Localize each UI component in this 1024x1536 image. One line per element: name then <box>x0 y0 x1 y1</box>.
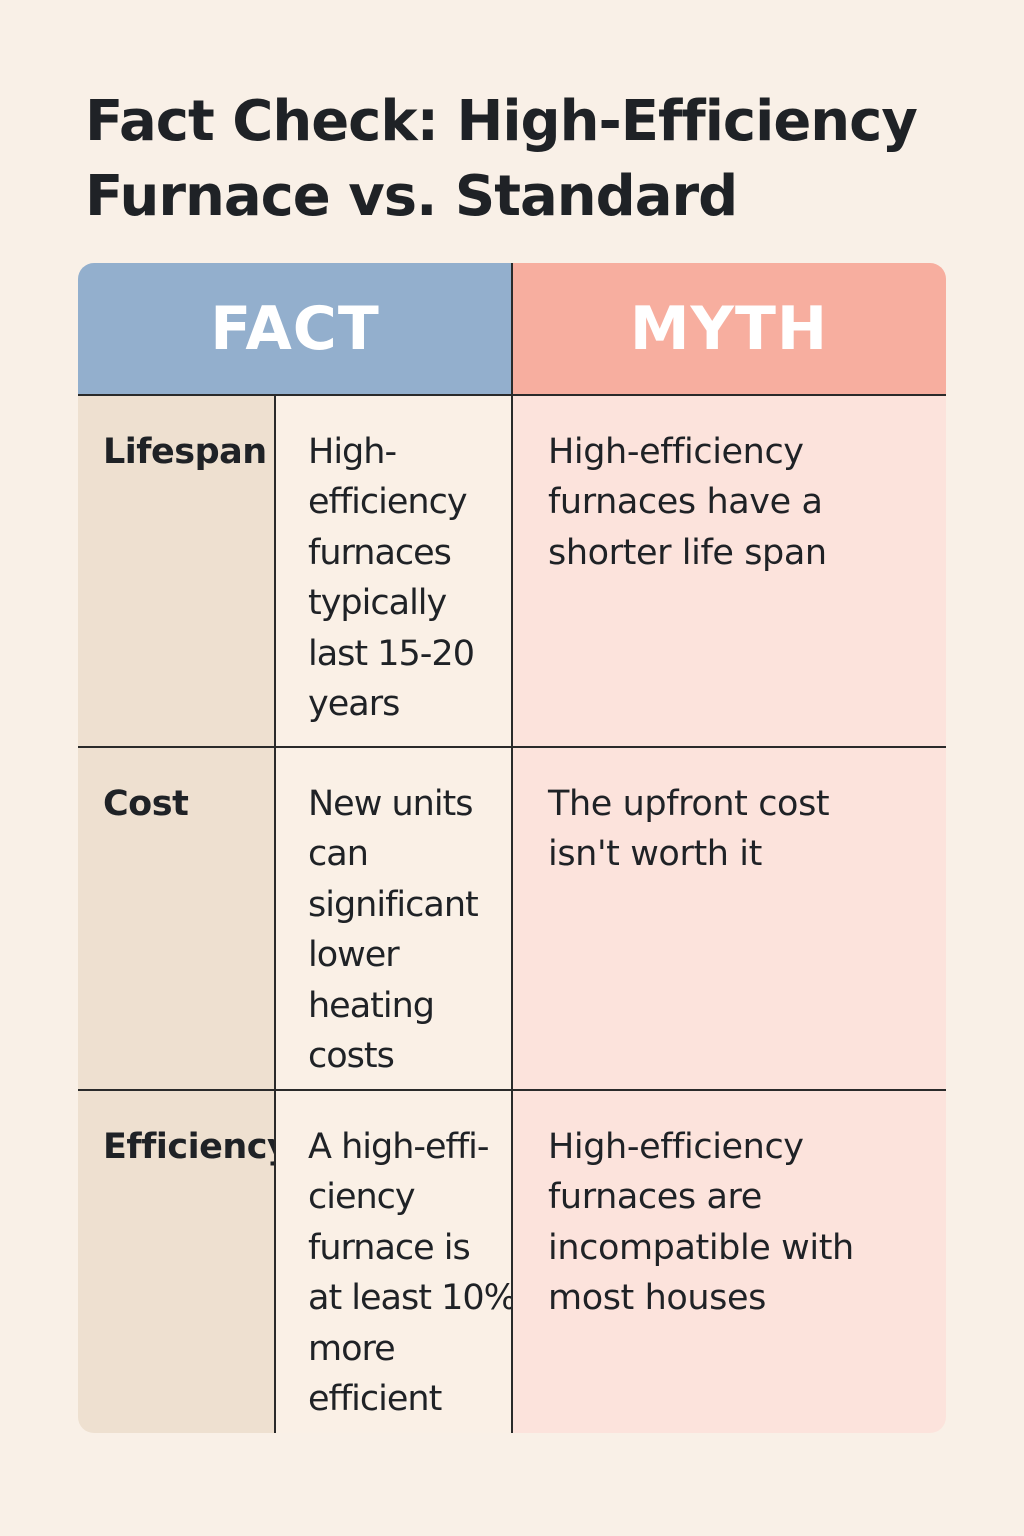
table-row: Cost New units can significant lower hea… <box>78 747 946 1090</box>
myth-cell-lifespan: High-efficiency furnaces have a shorter … <box>512 395 946 747</box>
column-divider <box>274 395 276 1433</box>
myth-column-header: MYTH <box>512 263 946 394</box>
fact-text-line: last 15-20 <box>308 633 475 674</box>
fact-text-line: at least 10% <box>308 1278 517 1319</box>
row-label-lifespan: Lifespan <box>78 395 275 747</box>
fact-text-line: heating <box>308 985 435 1026</box>
fact-myth-table: FACT MYTH Lifespan High- efficiency furn… <box>78 263 946 1433</box>
fact-text-line: furnaces <box>308 532 452 573</box>
page-title: Fact Check: High-Efficiency Furnace vs. … <box>85 84 985 234</box>
fact-text-line: High- <box>308 432 397 472</box>
myth-cell-cost: The upfront cost isn't worth it <box>512 747 946 1090</box>
fact-cell-cost: New units can significant lower heating … <box>275 747 512 1090</box>
myth-text-line: incompatible with <box>548 1227 854 1268</box>
table-row: Efficiency A high-effi- ciency furnace i… <box>78 1090 946 1433</box>
title-line-1: Fact Check: High-Efficiency <box>85 89 918 154</box>
fact-text-line: A high-effi- <box>308 1127 490 1167</box>
fact-text-line: can <box>308 834 369 875</box>
myth-text-line: The upfront cost <box>548 784 830 824</box>
fact-column-header: FACT <box>78 263 512 394</box>
myth-text-line: High-efficiency <box>548 1127 804 1167</box>
myth-text-line: furnaces have a <box>548 482 823 523</box>
row-label-efficiency: Efficiency <box>78 1090 290 1433</box>
myth-text-line: isn't worth it <box>548 834 762 875</box>
table-row: Lifespan High- efficiency furnaces typic… <box>78 395 946 747</box>
myth-text-line: most houses <box>548 1278 766 1319</box>
fact-text-line: costs <box>308 1036 395 1077</box>
fact-cell-lifespan: High- efficiency furnaces typically last… <box>275 395 512 747</box>
title-line-2: Furnace vs. Standard <box>85 164 738 229</box>
fact-text-line: efficient <box>308 1379 442 1420</box>
fact-text-line: years <box>308 684 400 725</box>
fact-text-line: furnace is <box>308 1227 471 1268</box>
fact-text-line: more <box>308 1328 396 1369</box>
fact-text-line: ciency <box>308 1177 416 1218</box>
fact-text-line: lower <box>308 935 400 976</box>
fact-text-line: New units <box>308 784 474 824</box>
myth-cell-efficiency: High-efficiency furnaces are incompatibl… <box>512 1090 946 1433</box>
row-label-cost: Cost <box>78 747 275 1090</box>
myth-text-line: furnaces are <box>548 1177 762 1218</box>
myth-text-line: shorter life span <box>548 532 827 573</box>
fact-text-line: efficiency <box>308 482 468 523</box>
fact-text-line: typically <box>308 583 447 624</box>
myth-text-line: High-efficiency <box>548 432 804 472</box>
column-divider <box>511 263 513 1433</box>
fact-cell-efficiency: A high-effi- ciency furnace is at least … <box>275 1090 517 1433</box>
fact-text-line: significant <box>308 884 479 925</box>
